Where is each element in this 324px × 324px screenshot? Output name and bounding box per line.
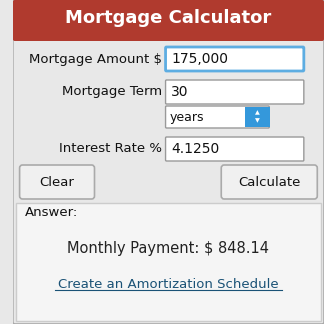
FancyBboxPatch shape: [166, 137, 304, 161]
Text: Mortgage Amount $: Mortgage Amount $: [29, 52, 162, 65]
FancyBboxPatch shape: [13, 0, 324, 41]
FancyBboxPatch shape: [221, 165, 317, 199]
Text: Mortgage Calculator: Mortgage Calculator: [65, 9, 272, 27]
Text: Monthly Payment: $ 848.14: Monthly Payment: $ 848.14: [67, 241, 270, 257]
Bar: [16, 203, 321, 321]
FancyBboxPatch shape: [19, 165, 95, 199]
Bar: [15, 2, 322, 34]
Text: 4.1250: 4.1250: [171, 142, 220, 156]
FancyBboxPatch shape: [166, 47, 304, 71]
Text: Create an Amortization Schedule: Create an Amortization Schedule: [58, 277, 279, 291]
Text: 175,000: 175,000: [171, 52, 228, 66]
FancyBboxPatch shape: [166, 106, 269, 128]
Text: ▲: ▲: [255, 110, 260, 115]
FancyBboxPatch shape: [13, 0, 324, 324]
Text: years: years: [169, 110, 204, 123]
Text: Answer:: Answer:: [24, 205, 78, 218]
FancyBboxPatch shape: [166, 80, 304, 104]
Bar: [245, 107, 270, 127]
Text: Mortgage Term: Mortgage Term: [62, 86, 162, 98]
Text: Interest Rate %: Interest Rate %: [59, 143, 162, 156]
Text: ▼: ▼: [255, 119, 260, 123]
Text: Clear: Clear: [40, 176, 75, 189]
Text: Calculate: Calculate: [238, 176, 300, 189]
Text: 30: 30: [171, 85, 189, 99]
